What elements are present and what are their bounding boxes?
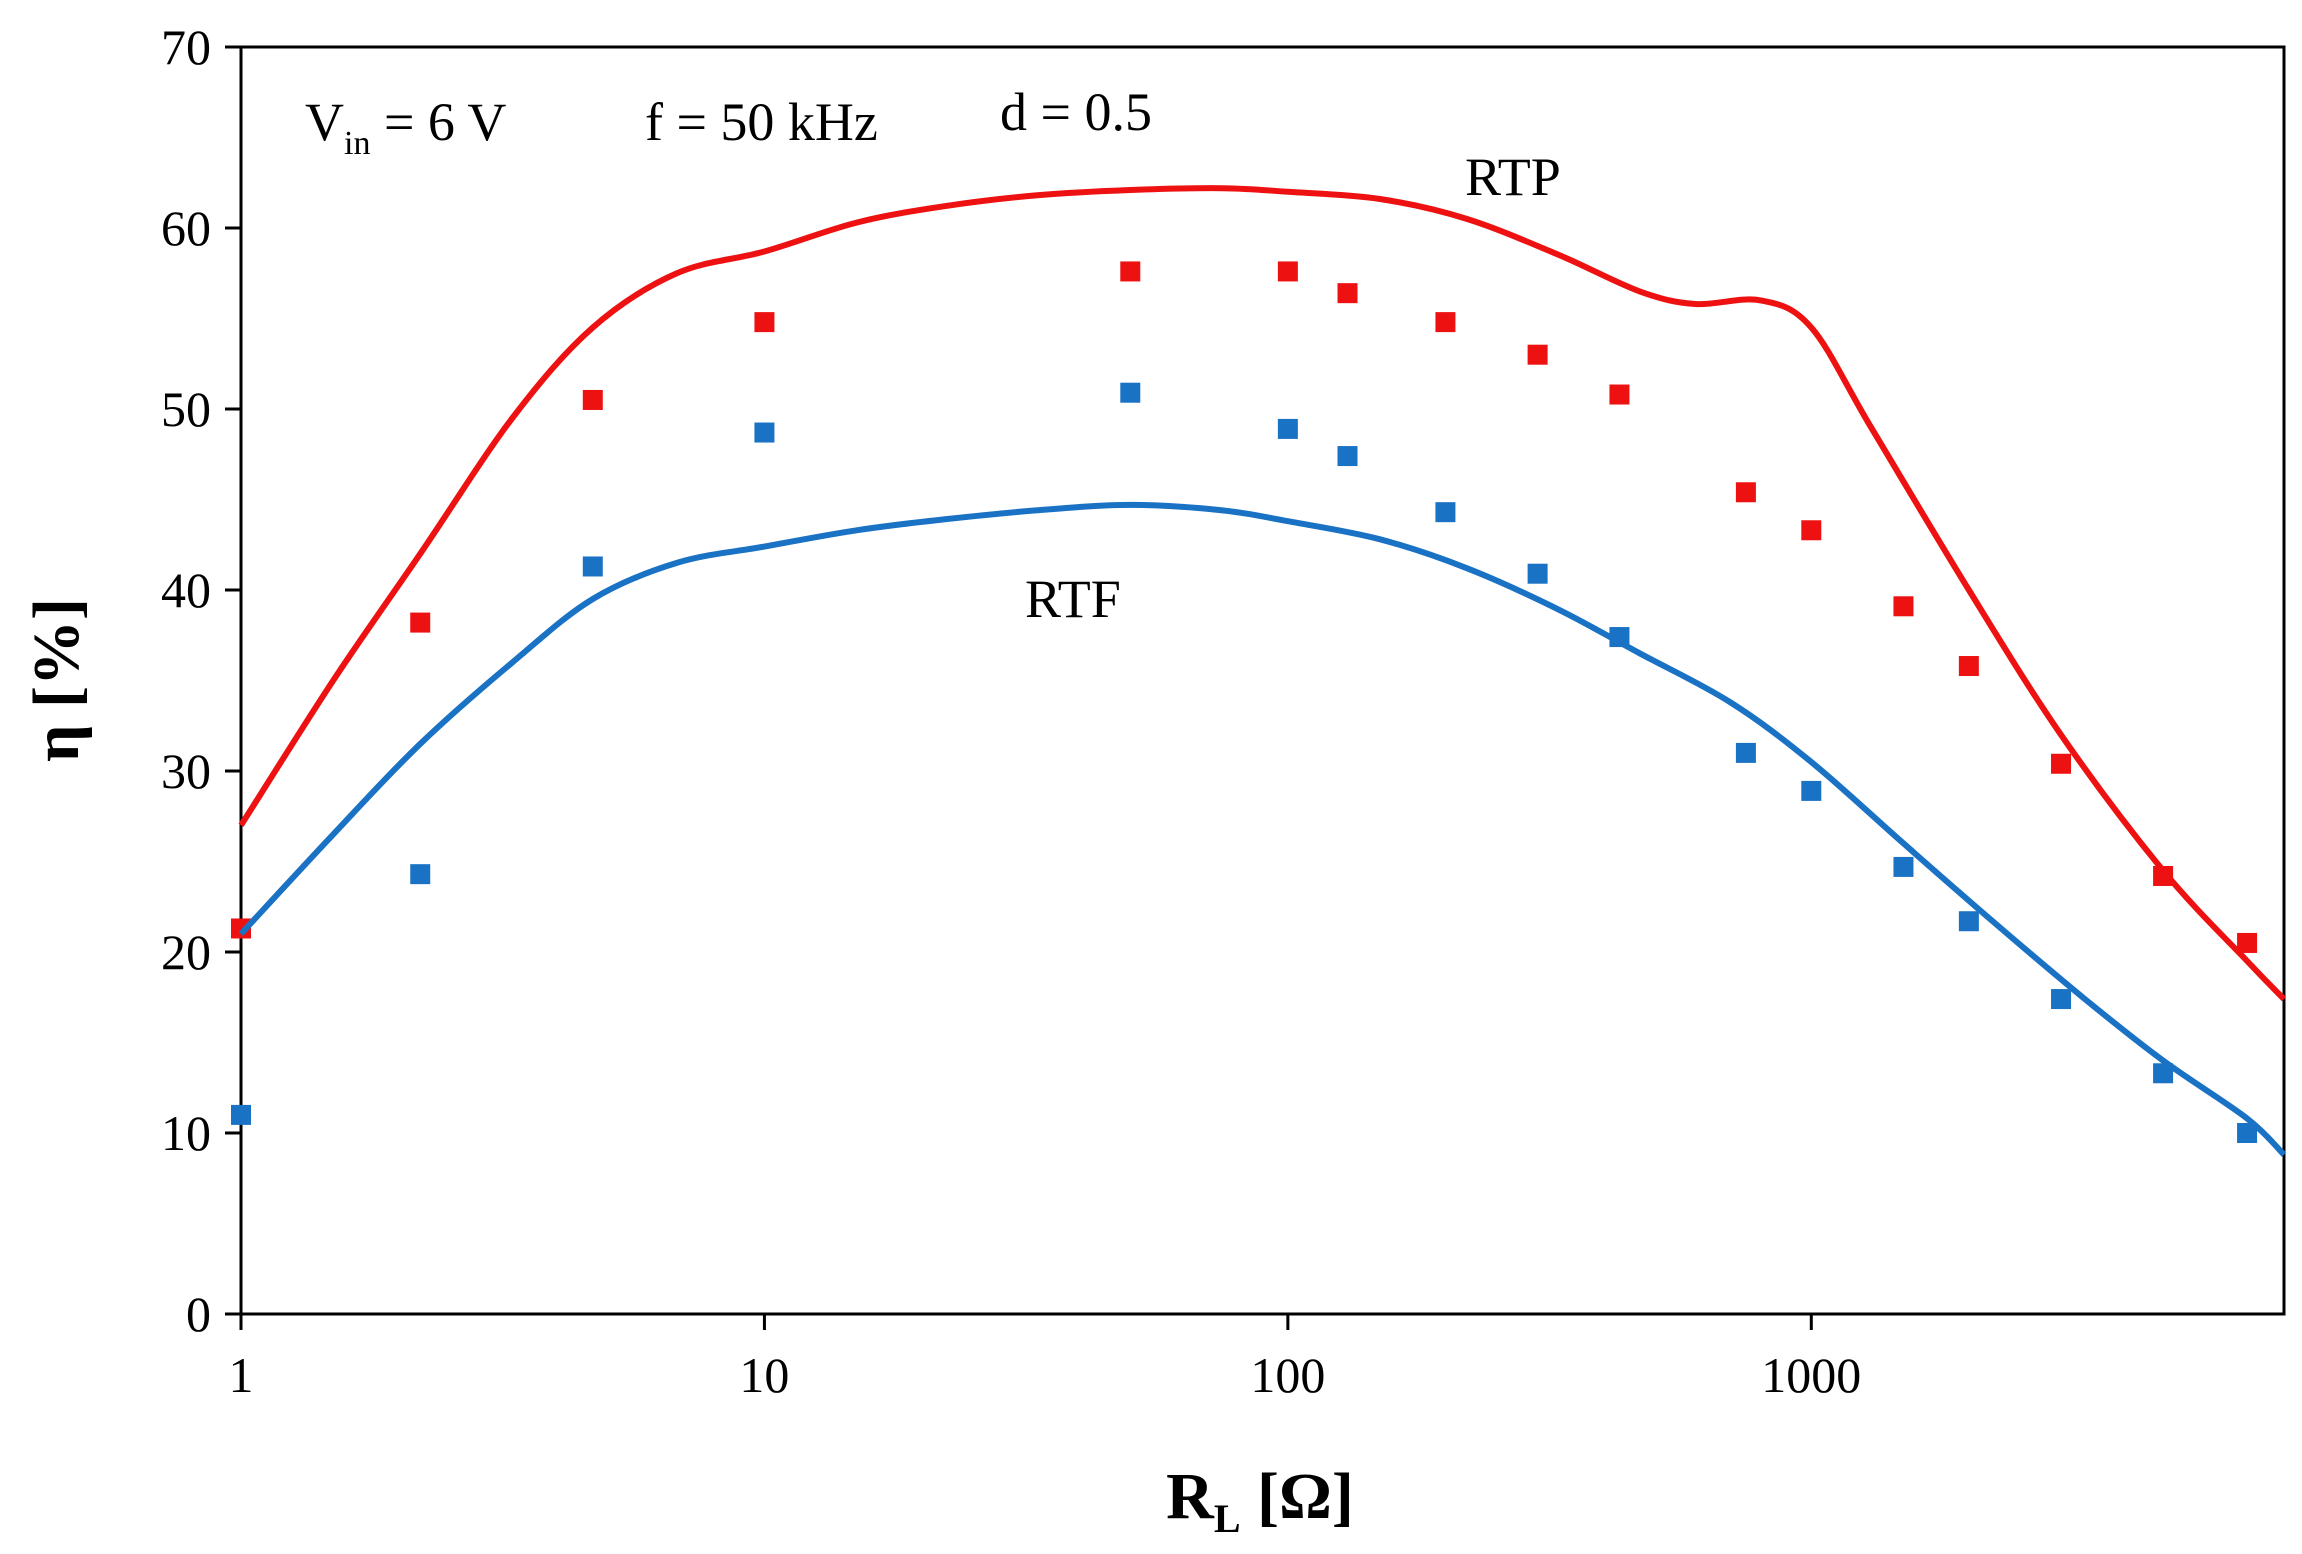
x-axis-title-main: R: [1166, 1460, 1215, 1533]
y-tick-label: 60: [161, 200, 211, 256]
x-axis-title: RL [Ω]: [1166, 1460, 1354, 1541]
data-point-rtp: [2153, 865, 2174, 886]
annotation-frequency: f = 50 kHz: [645, 92, 878, 152]
data-point-rtp: [1277, 261, 1298, 282]
annotation-vin-main: V: [305, 92, 344, 152]
data-point-rtp: [754, 312, 775, 333]
y-tick-label: 50: [161, 381, 211, 437]
data-point-rtp: [582, 389, 603, 410]
data-point-rtf: [754, 422, 775, 443]
series-label-rtf: RTF: [1025, 569, 1121, 629]
x-tick-label: 1000: [1761, 1347, 1861, 1403]
data-point-rtp: [1120, 261, 1141, 282]
data-point-rtp: [2051, 753, 2072, 774]
plot-frame: [239, 45, 2286, 1316]
data-point-rtp: [1958, 656, 1979, 677]
data-point-rtf: [1337, 446, 1358, 467]
data-point-rtp: [231, 918, 251, 939]
x-axis-ticks: 1 10 100 1000: [229, 1314, 1861, 1403]
data-point-rtp: [1893, 596, 1914, 617]
series-line-rtf: [238, 501, 2287, 1157]
data-point-rtf: [1958, 911, 1979, 932]
data-point-rtf: [231, 1104, 251, 1125]
series-label-rtp: RTP: [1465, 147, 1561, 207]
data-point-rtp: [2237, 932, 2258, 953]
series-line-rtp: [238, 185, 2287, 1002]
y-axis-ticks: 0 10 20 30 40 50 60 70: [161, 19, 241, 1342]
annotation-vin: Vin = 6 V: [305, 92, 506, 162]
data-point-rtp: [410, 612, 431, 633]
x-axis-title-sub: L: [1214, 1496, 1241, 1541]
y-tick-label: 20: [161, 924, 211, 980]
x-axis-title-rest: [Ω]: [1241, 1460, 1354, 1533]
data-point-rtf: [1609, 627, 1630, 648]
annotation-duty: d = 0.5: [1000, 82, 1152, 142]
annotation-vin-rest: = 6 V: [370, 92, 506, 152]
data-point-rtf: [1735, 742, 1756, 763]
y-axis-title: η [%]: [20, 598, 93, 762]
data-point-rtf: [582, 556, 603, 577]
data-point-rtf: [2051, 989, 2072, 1010]
data-point-rtp: [1527, 344, 1548, 365]
x-tick-label: 1: [229, 1347, 254, 1403]
data-point-rtf: [1120, 382, 1141, 403]
y-tick-label: 70: [161, 19, 211, 75]
y-tick-label: 40: [161, 562, 211, 618]
data-point-rtf: [1893, 856, 1914, 877]
data-point-rtf: [1277, 418, 1298, 439]
data-point-rtf: [2237, 1123, 2258, 1143]
data-point-rtf: [1801, 780, 1822, 801]
data-point-rtf: [2153, 1063, 2174, 1084]
data-point-rtp: [1435, 312, 1456, 333]
data-point-rtp: [1609, 384, 1630, 405]
y-tick-label: 30: [161, 743, 211, 799]
data-point-rtf: [1435, 502, 1456, 523]
x-tick-label: 10: [739, 1347, 789, 1403]
data-point-rtp: [1735, 482, 1756, 503]
data-point-rtf: [1527, 563, 1548, 584]
y-tick-label: 0: [186, 1286, 211, 1342]
data-point-rtp: [1337, 283, 1358, 304]
x-tick-label: 100: [1250, 1347, 1325, 1403]
y-tick-label: 10: [161, 1105, 211, 1161]
series-layer: [231, 185, 2287, 1157]
annotation-vin-sub: in: [344, 125, 370, 162]
data-point-rtp: [1801, 520, 1822, 541]
data-point-rtf: [410, 864, 431, 885]
